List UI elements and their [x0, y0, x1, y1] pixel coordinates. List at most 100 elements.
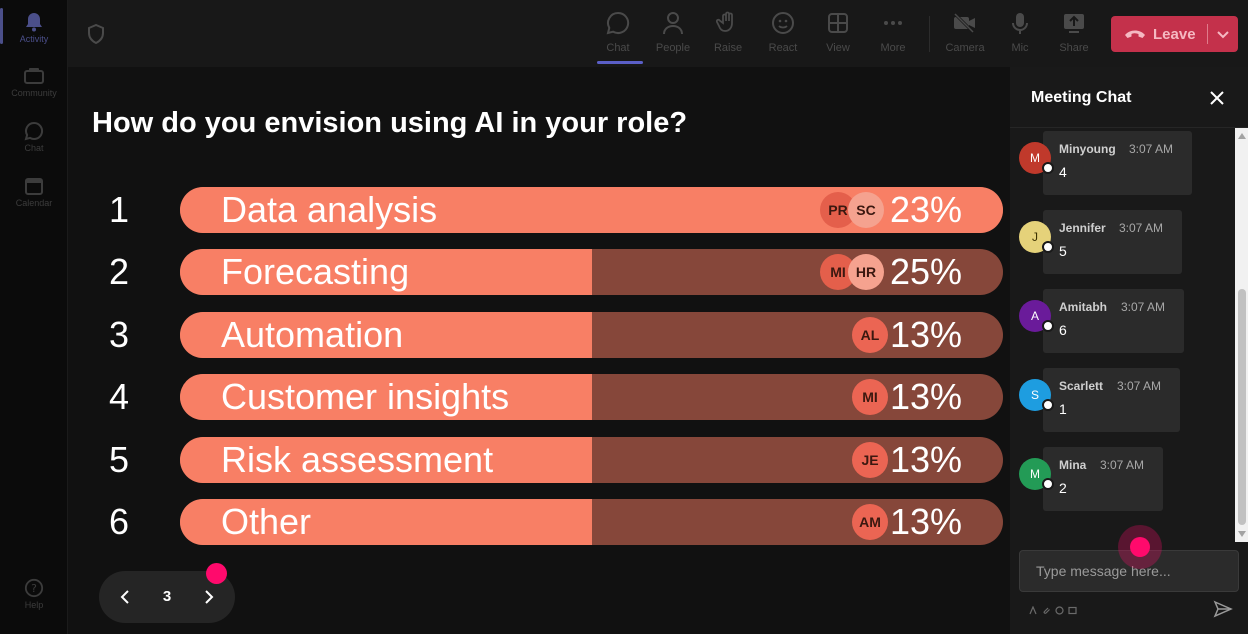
option-percent: 13% — [889, 501, 962, 542]
chat-header-divider — [1010, 127, 1248, 128]
presence-status-icon — [1042, 478, 1054, 490]
rail-item-label: Community — [11, 88, 57, 98]
close-icon[interactable] — [1208, 89, 1226, 107]
message-time: 3:07 AM — [1129, 142, 1174, 156]
rail-item-help[interactable]: ? Help — [0, 578, 68, 610]
rail-item-label: Chat — [24, 143, 44, 153]
view-button-label: View — [826, 42, 850, 54]
voter-avatar: MI — [852, 379, 888, 415]
raise-hand-button[interactable]: Raise — [703, 10, 753, 62]
option-bar: Forecasting 25% MI HR — [180, 249, 1003, 295]
react-button[interactable]: React — [758, 10, 808, 62]
poll-stage: How do you envision using AI in your rol… — [68, 67, 1010, 634]
rail-item-label: Calendar — [15, 198, 53, 208]
rail-item-chat[interactable]: Chat — [0, 121, 68, 153]
option-number: 2 — [108, 251, 130, 292]
option-bar-fill — [180, 437, 592, 483]
leave-divider — [1207, 24, 1208, 44]
message-time: 3:07 AM — [1100, 458, 1145, 472]
share-button-label: Share — [1059, 42, 1089, 54]
message-bubble: Amitabh 3:07 AM 6 — [1043, 289, 1184, 353]
presence-status-icon — [1042, 241, 1054, 253]
option-number: 5 — [108, 439, 130, 480]
chat-message[interactable]: Jennifer 3:07 AM 5 J — [1010, 207, 1235, 274]
attach-icon[interactable] — [1042, 602, 1051, 614]
chat-message-input[interactable] — [1019, 550, 1239, 592]
rail-item-label: Activity — [19, 34, 49, 44]
option-label: Customer insights — [221, 376, 510, 417]
more-button[interactable]: More — [868, 10, 918, 62]
mic-button[interactable]: Mic — [995, 10, 1045, 62]
app-rail: Activity Community Chat Calendar ? Help — [0, 0, 68, 634]
option-bar: Other 13% AM — [180, 499, 1003, 545]
chat-message-list[interactable]: Minyoung 3:07 AM 4 M Jennifer 3:07 AM 5 J Amitab… — [1010, 128, 1235, 542]
option-bar: Automation 13% AL — [180, 312, 1003, 358]
voter-avatar: SC — [848, 192, 884, 228]
leave-button-label: Leave — [1153, 25, 1196, 43]
emoji-icon[interactable] — [1055, 602, 1064, 615]
rail-active-indicator — [0, 8, 3, 44]
phone-hangup-icon — [1123, 22, 1147, 46]
presence-status-icon — [1042, 162, 1054, 174]
chat-message[interactable]: Amitabh 3:07 AM 6 A — [1010, 286, 1235, 353]
chevron-down-icon[interactable] — [1213, 24, 1233, 44]
community-icon — [24, 66, 44, 86]
rail-item-calendar[interactable]: Calendar — [0, 176, 68, 208]
option-label: Data analysis — [221, 189, 438, 230]
presence-status-icon — [1042, 320, 1054, 332]
camera-button-label: Camera — [945, 42, 985, 54]
shield-icon[interactable] — [86, 23, 106, 45]
help-icon: ? — [24, 578, 44, 598]
message-author: Minyoung — [1059, 142, 1116, 156]
chat-bubble-icon — [605, 10, 631, 36]
camera-button[interactable]: Camera — [940, 10, 990, 62]
chat-panel-title: Meeting Chat — [1031, 89, 1132, 106]
option-label: Other — [221, 501, 312, 542]
message-text: 4 — [1059, 164, 1067, 180]
message-bubble: Mina 3:07 AM 2 — [1043, 447, 1163, 511]
chat-message[interactable]: Scarlett 3:07 AM 1 S — [1010, 365, 1235, 432]
format-toolbar — [1029, 602, 1077, 615]
emoji-icon — [770, 10, 796, 36]
pointer-marker-core — [1130, 537, 1150, 557]
option-label: Risk assessment — [221, 439, 494, 480]
share-button[interactable]: Share — [1049, 10, 1099, 62]
format-icon[interactable] — [1029, 602, 1038, 615]
option-bar: Data analysis 23% PR SC — [180, 187, 1003, 233]
people-button[interactable]: People — [648, 10, 698, 62]
poll-option-row: 5 Risk assessment 13% JE — [68, 437, 1010, 483]
poll-option-row: 1 Data analysis 23% PR SC — [68, 187, 1010, 233]
meeting-toolbar: Chat People Raise React View More C — [68, 0, 1248, 67]
avatar[interactable]: A — [1019, 300, 1051, 332]
poll-option-row: 2 Forecasting 25% MI HR — [68, 249, 1010, 295]
scrollbar-thumb[interactable] — [1238, 289, 1246, 525]
scroll-up-arrow-icon[interactable] — [1238, 133, 1246, 139]
option-bar-fill — [180, 374, 592, 420]
poll-question: How do you envision using AI in your rol… — [92, 107, 688, 139]
option-percent: 13% — [889, 439, 962, 480]
voter-avatar: HR — [848, 254, 884, 290]
option-label: Automation — [221, 314, 404, 355]
option-percent: 13% — [889, 314, 962, 355]
poll-option-row: 6 Other 13% AM — [68, 499, 1010, 545]
poll-option-row: 3 Automation 13% AL — [68, 312, 1010, 358]
chat-active-indicator — [597, 61, 643, 64]
chat-message[interactable]: Mina 3:07 AM 2 M — [1010, 444, 1235, 511]
leave-button[interactable]: Leave — [1111, 16, 1238, 52]
chat-scrollbar[interactable] — [1235, 128, 1248, 542]
chevron-right-icon[interactable] — [199, 587, 219, 607]
chat-button[interactable]: Chat — [593, 10, 643, 62]
rail-item-community[interactable]: Community — [0, 66, 68, 98]
option-bar-fill — [180, 499, 592, 545]
gif-icon[interactable] — [1068, 602, 1077, 615]
view-button[interactable]: View — [813, 10, 863, 62]
scroll-down-arrow-icon[interactable] — [1238, 531, 1246, 537]
chevron-left-icon[interactable] — [115, 587, 135, 607]
chat-icon — [24, 121, 44, 141]
chat-message[interactable]: Minyoung 3:07 AM 4 M — [1010, 128, 1235, 195]
rail-item-activity[interactable]: Activity — [0, 12, 68, 44]
voter-avatar: AL — [852, 317, 888, 353]
message-bubble: Scarlett 3:07 AM 1 — [1043, 368, 1180, 432]
option-bar-fill — [180, 249, 592, 295]
send-icon[interactable] — [1213, 599, 1233, 619]
